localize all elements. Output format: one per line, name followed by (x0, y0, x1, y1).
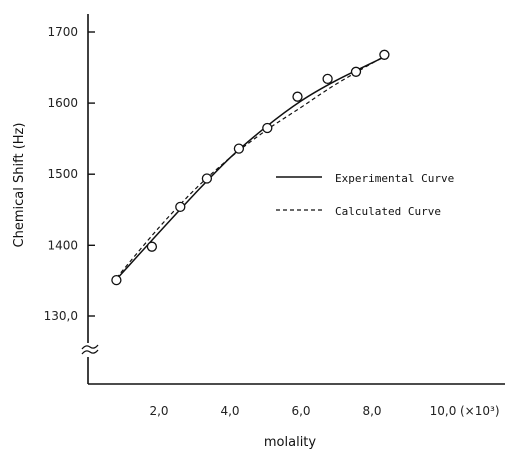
y-axis-break-mark (81, 344, 99, 355)
y-tick-label: 130,0 (44, 309, 78, 323)
axes (81, 14, 505, 385)
data-point-marker (233, 143, 245, 154)
data-point-marker (322, 73, 333, 85)
data-point-marker (350, 66, 362, 77)
y-tick-label: 1400 (47, 238, 78, 252)
x-tick-label: 6,0 (291, 404, 310, 418)
y-tick-label: 1500 (47, 167, 78, 181)
data-point-marker (111, 274, 122, 286)
data-point-marker (146, 241, 158, 252)
x-tick-label: 8,0 (362, 404, 381, 418)
curves (115, 55, 385, 280)
x-tick-label: 4,0 (220, 404, 239, 418)
legend-label-experimental: Experimental Curve (335, 172, 454, 185)
data-markers (111, 49, 390, 286)
y-ticks: 130,0 1400 1500 1600 1700 (44, 25, 95, 323)
data-point-marker (175, 201, 186, 213)
x-axis-title: molality (264, 435, 317, 450)
calculated-curve (115, 55, 385, 279)
x-axis-scale-note: (×10³) (460, 404, 500, 418)
x-ticks: 2,0 4,0 6,0 8,0 10,0 (149, 404, 456, 418)
data-point-marker (379, 49, 390, 60)
data-point-marker (292, 91, 303, 102)
data-point-marker (262, 122, 273, 134)
x-tick-label: 2,0 (149, 404, 168, 418)
experimental-curve (115, 56, 385, 280)
legend: Experimental Curve Calculated Curve (276, 172, 454, 218)
legend-label-calculated: Calculated Curve (335, 205, 441, 218)
y-tick-label: 1600 (47, 96, 78, 110)
data-point-marker (201, 173, 213, 184)
x-tick-label: 10,0 (430, 404, 457, 418)
y-axis-title: Chemical Shift (Hz) (12, 123, 27, 248)
y-tick-label: 1700 (47, 25, 78, 39)
